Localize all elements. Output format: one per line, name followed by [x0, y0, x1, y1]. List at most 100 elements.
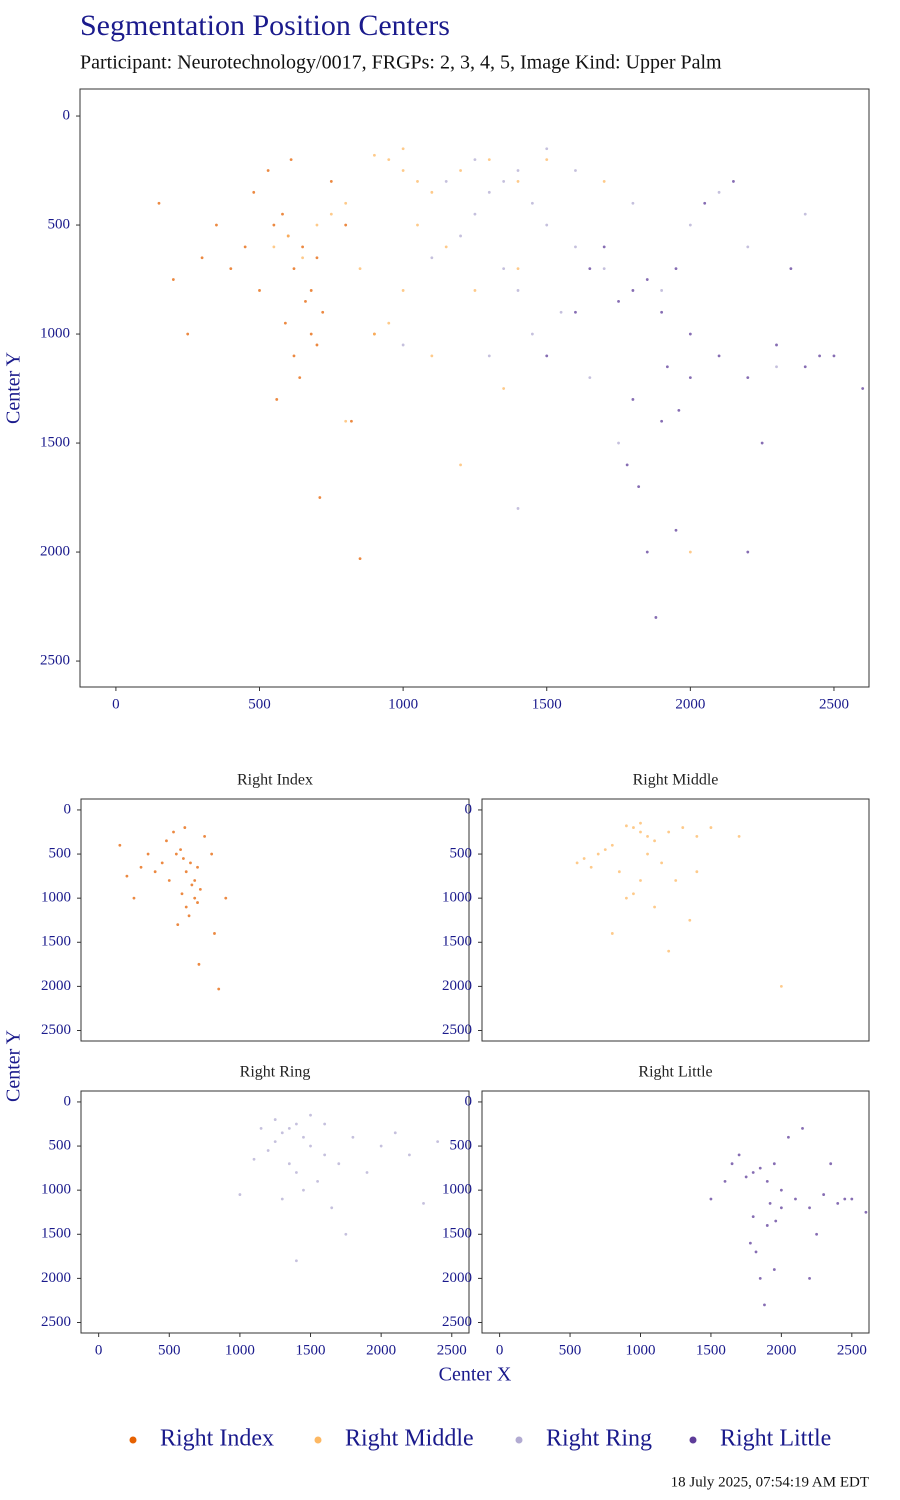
point [688, 223, 692, 227]
point [677, 408, 681, 412]
point [422, 1201, 425, 1205]
point [401, 343, 405, 347]
point [379, 1144, 383, 1148]
point [530, 332, 534, 336]
point [639, 879, 642, 882]
point [187, 914, 191, 918]
point [292, 267, 296, 271]
point [224, 896, 228, 900]
point [373, 332, 376, 336]
point [695, 870, 699, 874]
point [787, 1135, 790, 1139]
point [259, 1127, 263, 1130]
point [737, 835, 741, 838]
x-axis-title: Center X [439, 1364, 512, 1386]
points [575, 821, 783, 988]
point [272, 223, 276, 227]
point [717, 354, 721, 358]
point [667, 830, 671, 834]
point [574, 245, 577, 249]
x-tick-label: 2000 [366, 1342, 396, 1358]
y-tick-label: 2000 [41, 978, 71, 994]
point [602, 267, 606, 271]
panel-border [80, 1090, 470, 1334]
legend-marker [515, 1436, 523, 1444]
point [829, 1162, 833, 1166]
point [167, 879, 171, 882]
point [545, 223, 549, 227]
point [309, 332, 313, 336]
point [603, 848, 607, 852]
point [321, 310, 325, 314]
point [430, 256, 434, 260]
point [153, 870, 157, 874]
point [730, 1162, 734, 1166]
y-tick-label: 2000 [41, 1270, 71, 1286]
point [139, 865, 143, 869]
y-tick-label: 2500 [442, 1022, 472, 1038]
point [545, 158, 549, 162]
point [444, 245, 448, 249]
point [487, 354, 491, 358]
legend-marker [314, 1436, 322, 1444]
point [301, 245, 304, 249]
x-tick-label: 1500 [296, 1342, 326, 1358]
point [530, 201, 534, 205]
point [637, 485, 641, 489]
point [545, 147, 549, 151]
point [302, 1135, 305, 1139]
point [487, 190, 491, 194]
x-tick-label: 0 [496, 1342, 504, 1358]
point [703, 201, 707, 205]
point [189, 861, 192, 865]
point [337, 1162, 341, 1166]
x-tick-label: 0 [95, 1342, 103, 1358]
point [632, 826, 635, 829]
point [183, 826, 187, 829]
point [184, 870, 188, 874]
point [660, 861, 664, 865]
y-tick-label: 1500 [442, 1226, 472, 1242]
point [179, 848, 182, 852]
y-tick-label: 1000 [442, 890, 472, 906]
point [850, 1197, 854, 1201]
point [516, 267, 520, 271]
point [654, 616, 658, 619]
y-tick-label: 500 [450, 1137, 473, 1153]
point [190, 883, 194, 887]
x-tick-label: 1000 [625, 1342, 655, 1358]
point [589, 865, 593, 869]
y-axis-title: Center Y [3, 352, 25, 424]
point [674, 267, 678, 271]
point [625, 824, 628, 828]
point [273, 1140, 277, 1144]
y-tick-label: 1000 [41, 1182, 71, 1198]
point [275, 398, 279, 401]
point [660, 289, 664, 292]
point [459, 463, 462, 467]
legend-marker [129, 1436, 137, 1444]
point [631, 201, 635, 205]
point [775, 365, 778, 369]
point [772, 1162, 776, 1166]
point [171, 278, 175, 281]
point [645, 278, 649, 281]
point [760, 441, 764, 445]
point [754, 1250, 758, 1254]
point [864, 1210, 868, 1214]
point [674, 879, 678, 882]
point [617, 870, 621, 874]
point [294, 1259, 298, 1263]
chart-title: Segmentation Position Centers [80, 9, 450, 42]
point [186, 332, 190, 336]
point [172, 830, 175, 834]
point [772, 1268, 776, 1271]
point [709, 826, 713, 829]
point [459, 169, 462, 172]
point [737, 1153, 741, 1157]
point [681, 826, 685, 829]
point [160, 861, 164, 865]
y-tick-label: 2000 [442, 1270, 472, 1286]
point [315, 343, 319, 347]
